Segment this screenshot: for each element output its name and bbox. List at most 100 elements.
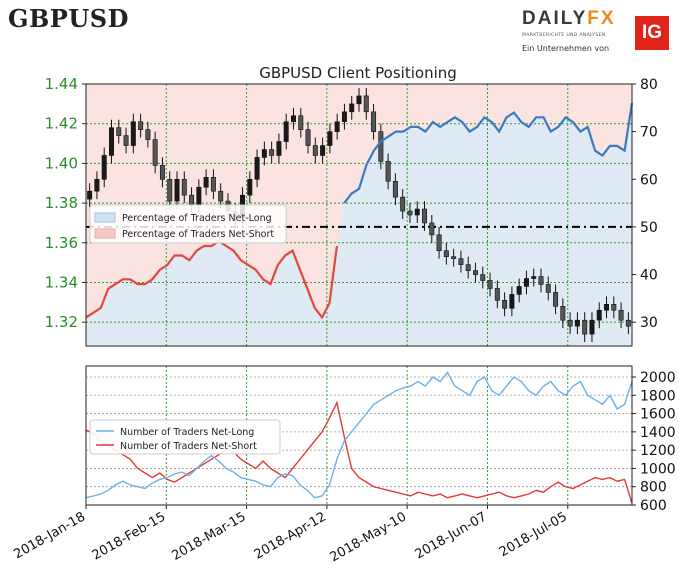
- candle-body-37: [356, 95, 362, 105]
- candle-body-23: [254, 157, 260, 180]
- candle-body-16: [203, 176, 209, 188]
- legend-bottom-label-1: Number of Traders Net-Short: [120, 441, 257, 452]
- candle-body-2: [101, 155, 107, 180]
- price-tick-label-1: 1.34: [45, 273, 78, 291]
- candle-body-53: [472, 270, 478, 275]
- candle-body-61: [531, 276, 537, 279]
- candle-body-31: [312, 145, 318, 156]
- price-tick-label-0: 1.32: [45, 313, 78, 331]
- candle-body-55: [487, 280, 493, 289]
- percent-tick-label-5: 80: [640, 77, 658, 93]
- date-tick-label-1: 2018-Feb-15: [90, 509, 169, 563]
- candle-body-29: [298, 115, 304, 130]
- candle-body-9: [152, 139, 158, 166]
- candle-body-44: [407, 210, 413, 216]
- candle-body-35: [341, 111, 347, 123]
- candle-body-49: [443, 250, 449, 257]
- brand-fx: FX: [587, 8, 616, 29]
- candle-body-8: [145, 129, 151, 140]
- candle-body-30: [305, 129, 311, 146]
- date-tick-label-6: 2018-Jul-05: [497, 509, 570, 560]
- candle-body-45: [414, 208, 420, 216]
- percent-axis: 30 40 50 60 70 80: [632, 77, 658, 331]
- price-axis: 1.32 1.34 1.36 1.38 1.40 1.42 1.44: [45, 75, 86, 331]
- candle-body-13: [181, 178, 187, 196]
- date-axis: 2018-Jan-18 2018-Feb-15 2018-Mar-15 2018-Ap…: [11, 505, 570, 565]
- price-tick-label-4: 1.40: [45, 154, 78, 172]
- candle-body-69: [589, 319, 595, 335]
- candle-body-70: [596, 309, 602, 321]
- date-tick-label-0: 2018-Jan-18: [11, 509, 88, 562]
- percent-tick-label-0: 30: [640, 315, 658, 331]
- candle-body-32: [320, 145, 326, 156]
- candle-body-62: [538, 276, 544, 285]
- date-tick-label-2: 2018-Mar-15: [169, 509, 248, 563]
- candle-body-39: [371, 111, 377, 132]
- price-tick-label-2: 1.36: [45, 234, 78, 252]
- candle-body-26: [276, 141, 282, 156]
- symbol-title: GBPUSD: [8, 4, 129, 33]
- count-tick-label-6: 1800: [640, 388, 676, 404]
- bottom-panel: 600 800 1000 1200 1400 1600 1800 2000 Number of…: [85, 365, 676, 514]
- brand-tagline: MARKTBERICHTE UND ANALYSEN: [522, 33, 606, 38]
- legend-bottom: Number of Traders Net-Long Number of Trad…: [89, 419, 281, 455]
- candle-body-67: [574, 319, 580, 327]
- candle-body-54: [480, 274, 486, 281]
- candle-body-17: [210, 176, 216, 192]
- candle-body-71: [604, 304, 610, 311]
- legend-bottom-label-0: Number of Traders Net-Long: [120, 427, 254, 438]
- legend-top-label-1: Percentage of Traders Net-Short: [122, 229, 274, 240]
- dailyfx-logo: DAILYFX MARKTBERICHTE UND ANALYSEN Ein U…: [522, 8, 672, 58]
- candle-body-28: [290, 115, 296, 123]
- candle-body-6: [130, 121, 136, 146]
- candle-body-27: [283, 121, 289, 142]
- legend-bottom-box: [89, 419, 281, 455]
- legend-top-label-0: Percentage of Traders Net-Long: [122, 213, 272, 224]
- candle-body-66: [567, 319, 573, 327]
- count-tick-label-5: 1600: [640, 407, 676, 423]
- candle-body-14: [189, 194, 195, 206]
- count-tick-label-2: 1000: [640, 461, 676, 477]
- candle-body-3: [108, 127, 114, 156]
- candle-body-68: [582, 319, 588, 335]
- legend-top: Percentage of Traders Net-Long Percentage…: [89, 204, 287, 244]
- candle-body-4: [116, 127, 122, 136]
- candle-body-74: [625, 319, 631, 327]
- candle-body-43: [400, 196, 406, 212]
- legend-top-swatch-0: [94, 212, 116, 223]
- candle-body-72: [611, 304, 617, 311]
- candle-body-46: [422, 208, 428, 224]
- brand-wordmark: DAILYFX: [522, 8, 616, 30]
- candle-body-52: [465, 264, 471, 271]
- legend-top-box: [89, 204, 287, 244]
- candle-body-5: [123, 135, 129, 146]
- candle-body-25: [269, 149, 275, 156]
- candle-body-64: [553, 292, 559, 307]
- top-panel-frame: [85, 83, 633, 347]
- legend-top-swatch-1: [94, 228, 116, 239]
- candle-body-48: [436, 234, 442, 252]
- candle-body-63: [545, 284, 551, 293]
- candle-body-10: [159, 165, 165, 180]
- candle-body-65: [560, 306, 566, 321]
- candle-body-12: [174, 178, 180, 202]
- count-tick-label-0: 600: [640, 498, 667, 514]
- ig-logo: IG: [635, 16, 669, 50]
- candle-body-18: [218, 190, 224, 202]
- candle-body-0: [87, 190, 93, 200]
- price-tick-label-3: 1.38: [45, 194, 78, 212]
- candle-body-41: [385, 161, 391, 182]
- series-line-num-long: [85, 371, 633, 499]
- candle-body-24: [261, 149, 267, 158]
- percent-tick-label-3: 60: [640, 172, 658, 188]
- percent-tick-label-4: 70: [640, 125, 658, 141]
- candle-body-73: [618, 309, 624, 321]
- date-tick-label-3: 2018-Apr-12: [252, 509, 329, 562]
- count-tick-label-7: 2000: [640, 370, 676, 386]
- candle-body-50: [451, 256, 457, 259]
- candle-body-51: [458, 258, 464, 265]
- series-line-pct-short: [85, 239, 338, 320]
- candle-body-15: [196, 186, 202, 206]
- candle-body-36: [349, 103, 355, 113]
